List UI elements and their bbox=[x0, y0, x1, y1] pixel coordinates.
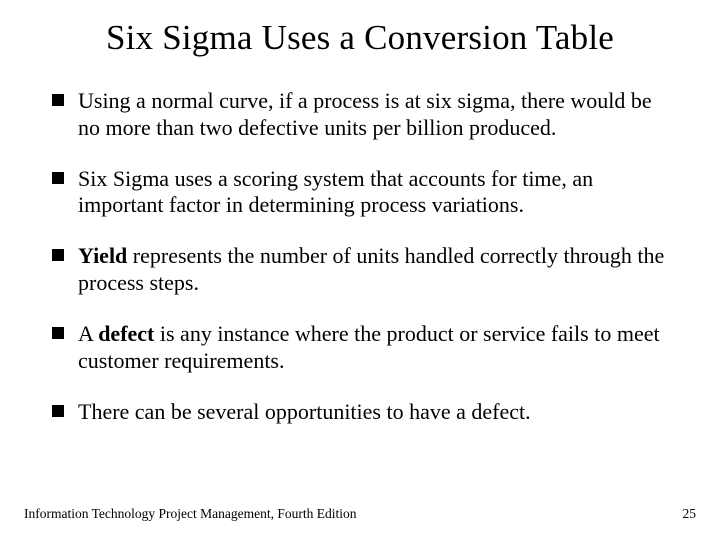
footer-source: Information Technology Project Managemen… bbox=[24, 506, 357, 522]
bullet-bold: Yield bbox=[78, 243, 127, 268]
slide-title: Six Sigma Uses a Conversion Table bbox=[0, 18, 720, 58]
bullet-text: There can be several opportunities to ha… bbox=[78, 399, 531, 424]
list-item: There can be several opportunities to ha… bbox=[52, 399, 668, 426]
list-item: A defect is any instance where the produ… bbox=[52, 321, 668, 375]
list-item: Yield represents the number of units han… bbox=[52, 243, 668, 297]
list-item: Six Sigma uses a scoring system that acc… bbox=[52, 166, 668, 220]
bullet-list: Using a normal curve, if a process is at… bbox=[52, 88, 668, 425]
bullet-text: represents the number of units handled c… bbox=[78, 243, 664, 295]
bullet-text: Using a normal curve, if a process is at… bbox=[78, 88, 652, 140]
bullet-text: Six Sigma uses a scoring system that acc… bbox=[78, 166, 593, 218]
slide-content: Using a normal curve, if a process is at… bbox=[52, 88, 668, 425]
bullet-text: is any instance where the product or ser… bbox=[78, 321, 660, 373]
list-item: Using a normal curve, if a process is at… bbox=[52, 88, 668, 142]
bullet-bold: defect bbox=[98, 321, 154, 346]
page-number: 25 bbox=[683, 506, 697, 522]
slide: Six Sigma Uses a Conversion Table Using … bbox=[0, 0, 720, 540]
bullet-text: A bbox=[78, 321, 98, 346]
